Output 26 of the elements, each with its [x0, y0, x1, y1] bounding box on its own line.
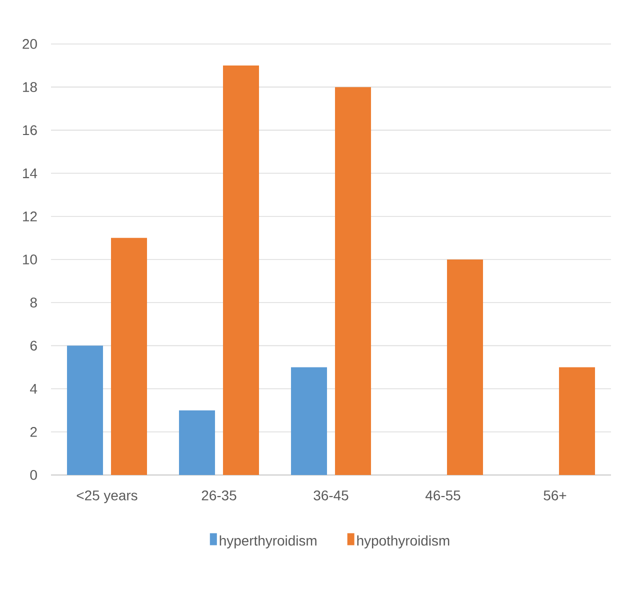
x-tick-label: 56+	[544, 490, 566, 500]
y-tick-label: 6	[30, 340, 37, 351]
y-tick-label: 0	[30, 470, 37, 480]
bar	[111, 238, 148, 475]
bar	[335, 87, 372, 475]
legend-label: hypothyroidism	[357, 535, 450, 548]
y-tick-label: 10	[23, 254, 37, 264]
y-tick-label: 14	[23, 168, 38, 178]
y-tick-label: 18	[23, 82, 37, 92]
y-tick-label: 4	[30, 384, 38, 394]
x-tick-label: 26-35	[202, 490, 236, 500]
y-tick-label: 20	[22, 39, 37, 49]
bar	[179, 410, 216, 475]
y-tick-label: 16	[23, 125, 37, 136]
bar	[223, 66, 260, 475]
y-tick-label: 8	[30, 298, 37, 308]
y-tick-label: 12	[23, 212, 37, 222]
x-tick-label: <25 years	[76, 490, 138, 504]
y-tick-label: 2	[30, 427, 37, 437]
bar	[291, 367, 328, 475]
x-tick-label: 36-45	[314, 490, 348, 500]
legend-label: hyperthyroidism	[220, 535, 316, 548]
bar	[559, 367, 596, 475]
bar	[67, 346, 104, 475]
bar	[447, 259, 484, 475]
x-tick-label: 46-55	[425, 490, 460, 500]
